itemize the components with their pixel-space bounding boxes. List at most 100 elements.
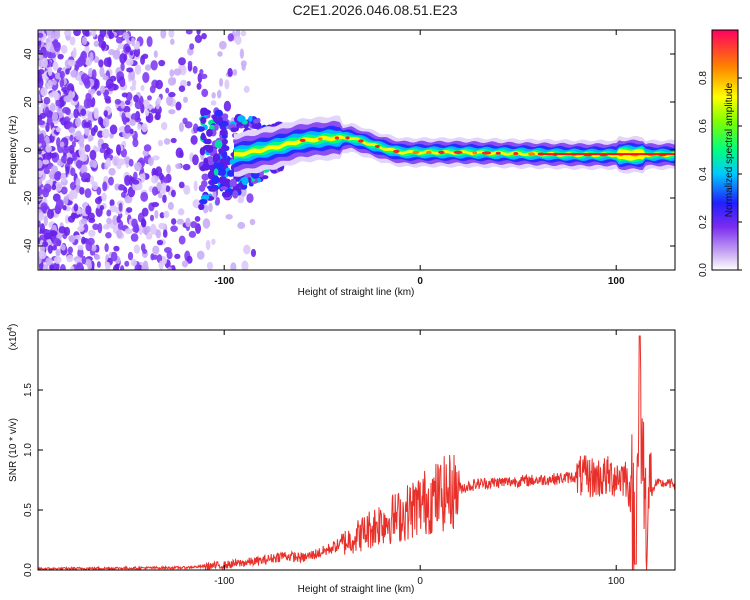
heatmap-noise-speckle bbox=[105, 78, 114, 89]
heatmap-blob bbox=[198, 184, 206, 192]
heatmap-blob bbox=[201, 173, 209, 181]
heatmap-noise-speckle bbox=[181, 260, 189, 268]
heatmap-noise-speckle bbox=[217, 89, 222, 99]
heatmap-noise-speckle bbox=[108, 30, 113, 40]
heatmap-noise-speckle bbox=[38, 220, 41, 228]
heatmap-noise-speckle bbox=[162, 229, 168, 238]
heatmap-noise-speckle bbox=[47, 79, 53, 89]
heatmap-noise-speckle bbox=[124, 175, 131, 186]
colorbar-tick-label: 0.0 bbox=[698, 263, 709, 277]
heatmap-noise-speckle bbox=[42, 159, 50, 165]
heatmap-noise-speckle bbox=[201, 32, 207, 40]
heatmap-noise-speckle bbox=[150, 223, 157, 235]
heatmap-noise-speckle bbox=[54, 171, 61, 182]
heatmap-noise-speckle bbox=[202, 218, 211, 229]
heatmap-noise-speckle bbox=[156, 239, 164, 246]
heatmap-blob bbox=[196, 126, 205, 132]
heatmap-noise-speckle bbox=[170, 225, 178, 232]
heatmap-noise-speckle bbox=[38, 120, 46, 126]
heatmap-noise-speckle bbox=[128, 158, 134, 167]
spectrogram-y-tick-label: 0 bbox=[23, 147, 34, 153]
heatmap-noise-speckle bbox=[89, 51, 94, 63]
heatmap-noise-speckle bbox=[162, 194, 167, 204]
heatmap-noise-speckle bbox=[112, 155, 120, 167]
heatmap-noise-speckle bbox=[125, 58, 134, 66]
heatmap-noise-speckle bbox=[103, 57, 112, 67]
heatmap-blob bbox=[221, 138, 228, 145]
heatmap-noise-speckle bbox=[42, 187, 50, 198]
heatmap-noise-speckle bbox=[227, 33, 234, 42]
heatmap-noise-speckle bbox=[75, 159, 83, 169]
heatmap-noise-speckle bbox=[43, 232, 52, 240]
heatmap-noise-speckle bbox=[127, 251, 134, 261]
heatmap-noise-speckle bbox=[130, 113, 138, 121]
heatmap-noise-speckle bbox=[38, 195, 42, 202]
heatmap-blob bbox=[202, 162, 211, 171]
heatmap-noise-speckle bbox=[77, 247, 84, 259]
heatmap-noise-speckle bbox=[61, 155, 67, 164]
heatmap-noise-speckle bbox=[115, 144, 122, 156]
heatmap-noise-speckle bbox=[105, 157, 112, 168]
heatmap-noise-speckle bbox=[99, 30, 107, 38]
heatmap-noise-speckle bbox=[74, 238, 79, 245]
heatmap-noise-speckle bbox=[177, 208, 185, 216]
heatmap-noise-speckle bbox=[145, 232, 153, 240]
heatmap-noise-speckle bbox=[48, 92, 56, 98]
heatmap-noise-speckle bbox=[75, 177, 81, 188]
heatmap-noise-speckle bbox=[43, 96, 51, 105]
heatmap-noise-speckle bbox=[38, 94, 41, 106]
heatmap-noise-speckle bbox=[167, 201, 174, 211]
heatmap-noise-speckle bbox=[158, 222, 166, 230]
spectrogram-y-tick-label: 40 bbox=[23, 48, 34, 60]
heatmap-noise-speckle bbox=[60, 172, 67, 183]
heatmap-blob bbox=[214, 139, 223, 149]
heatmap-noise-speckle bbox=[84, 144, 91, 153]
heatmap-noise-speckle bbox=[99, 85, 106, 94]
heatmap-noise-speckle bbox=[84, 30, 90, 37]
heatmap-noise-speckle bbox=[170, 189, 176, 198]
heatmap-noise-speckle bbox=[101, 162, 106, 170]
heatmap-noise-speckle bbox=[108, 176, 114, 186]
heatmap-noise-speckle bbox=[114, 98, 122, 105]
heatmap-noise-speckle bbox=[234, 35, 242, 45]
heatmap-noise-speckle bbox=[223, 100, 232, 112]
heatmap-noise-speckle bbox=[175, 163, 182, 170]
heatmap-noise-speckle bbox=[178, 57, 186, 66]
heatmap-noise-speckle bbox=[134, 161, 142, 172]
heatmap-noise-speckle bbox=[38, 80, 43, 89]
heatmap-noise-speckle bbox=[115, 36, 123, 44]
heatmap-blob bbox=[253, 118, 259, 124]
heatmap-noise-speckle bbox=[71, 140, 76, 148]
heatmap-noise-speckle bbox=[143, 144, 152, 152]
heatmap-noise-speckle bbox=[199, 69, 204, 75]
heatmap-noise-speckle bbox=[69, 181, 77, 191]
spectrogram-y-tick-label: -40 bbox=[23, 238, 34, 253]
heatmap-noise-speckle bbox=[81, 255, 87, 265]
heatmap-noise-speckle bbox=[218, 40, 227, 50]
heatmap-noise-speckle bbox=[189, 43, 195, 50]
heatmap-noise-speckle bbox=[94, 254, 101, 261]
heatmap-noise-speckle bbox=[178, 85, 186, 92]
heatmap-noise-speckle bbox=[132, 226, 140, 233]
heatmap-noise-speckle bbox=[168, 30, 175, 38]
heatmap-noise-speckle bbox=[84, 126, 90, 136]
heatmap-noise-speckle bbox=[138, 95, 144, 106]
colorbar-tick-label: 0.8 bbox=[698, 71, 709, 85]
heatmap-noise-speckle bbox=[109, 124, 118, 135]
heatmap-noise-speckle bbox=[106, 209, 112, 217]
page-title: C2E1.2026.046.08.51.E23 bbox=[292, 2, 458, 18]
heatmap-noise-speckle bbox=[52, 238, 61, 247]
heatmap-noise-speckle bbox=[59, 264, 66, 270]
heatmap-noise-speckle bbox=[120, 62, 125, 72]
heatmap-noise-speckle bbox=[72, 47, 77, 58]
heatmap-noise-speckle bbox=[38, 32, 44, 38]
heatmap-noise-speckle bbox=[153, 50, 158, 58]
heatmap-blob bbox=[219, 157, 228, 165]
heatmap-noise-speckle bbox=[102, 181, 108, 192]
heatmap-noise-speckle bbox=[170, 38, 175, 45]
heatmap-noise-speckle bbox=[210, 100, 217, 106]
heatmap-noise-speckle bbox=[192, 65, 198, 74]
heatmap-noise-speckle bbox=[144, 64, 152, 71]
heatmap-noise-speckle bbox=[45, 257, 53, 267]
